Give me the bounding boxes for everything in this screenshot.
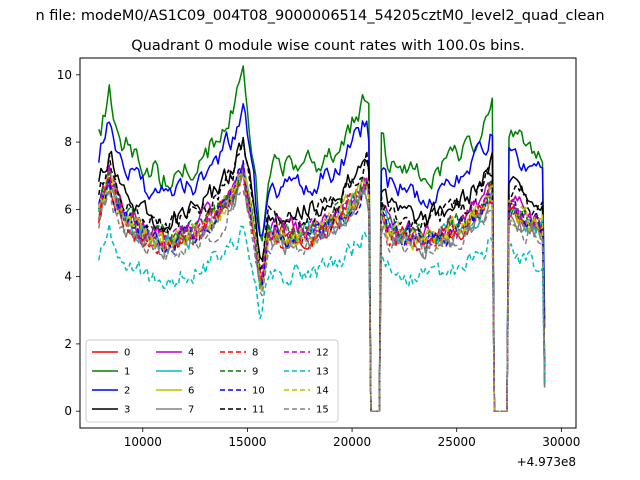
- x-tick-label: 30000: [542, 435, 580, 449]
- x-offset-label: +4.973e8: [517, 455, 576, 469]
- legend-label-10: 10: [252, 386, 265, 397]
- legend-label-1: 1: [124, 367, 130, 378]
- y-tick-label: 0: [64, 404, 72, 418]
- y-tick-label: 6: [64, 202, 72, 216]
- legend-label-7: 7: [188, 405, 194, 416]
- x-tick-label: 10000: [124, 435, 162, 449]
- legend-label-12: 12: [316, 348, 329, 359]
- chart-title: Quadrant 0 module wise count rates with …: [131, 38, 525, 54]
- series-line-1: [98, 65, 546, 412]
- legend-label-11: 11: [252, 405, 265, 416]
- legend-label-15: 15: [316, 405, 329, 416]
- legend-label-3: 3: [124, 405, 130, 416]
- series-line-3: [98, 136, 546, 412]
- y-tick-label: 10: [57, 68, 72, 82]
- legend-label-9: 9: [252, 367, 258, 378]
- y-tick-label: 8: [64, 135, 72, 149]
- series-line-15: [98, 189, 546, 412]
- series-layer: [98, 65, 546, 412]
- x-tick-label: 25000: [438, 435, 476, 449]
- plot-frame: [79, 57, 577, 429]
- legend-label-8: 8: [252, 348, 258, 359]
- x-tick-label: 20000: [333, 435, 371, 449]
- legend-label-5: 5: [188, 367, 194, 378]
- y-tick-label: 2: [64, 337, 72, 351]
- series-line-11: [98, 139, 546, 412]
- legend-label-0: 0: [124, 348, 130, 359]
- x-tick-label: 15000: [228, 435, 266, 449]
- series-line-2: [98, 103, 546, 412]
- series-line-14: [98, 173, 546, 412]
- series-line-13: [98, 223, 546, 412]
- y-tick-label: 4: [64, 270, 72, 284]
- legend-label-4: 4: [188, 348, 194, 359]
- x-axis: 10000 15000 20000 25000 30000: [124, 428, 580, 449]
- legend-box: [85, 339, 339, 423]
- legend-label-2: 2: [124, 386, 130, 397]
- y-axis: 0 2 4 6 8 10: [57, 68, 80, 418]
- legend-label-13: 13: [316, 367, 329, 378]
- chart-suptitle: n file: modeM0/AS1C09_004T08_9000006514_…: [35, 8, 604, 24]
- legend-label-6: 6: [188, 386, 194, 397]
- legend-label-14: 14: [316, 386, 329, 397]
- series-line-12: [98, 166, 546, 412]
